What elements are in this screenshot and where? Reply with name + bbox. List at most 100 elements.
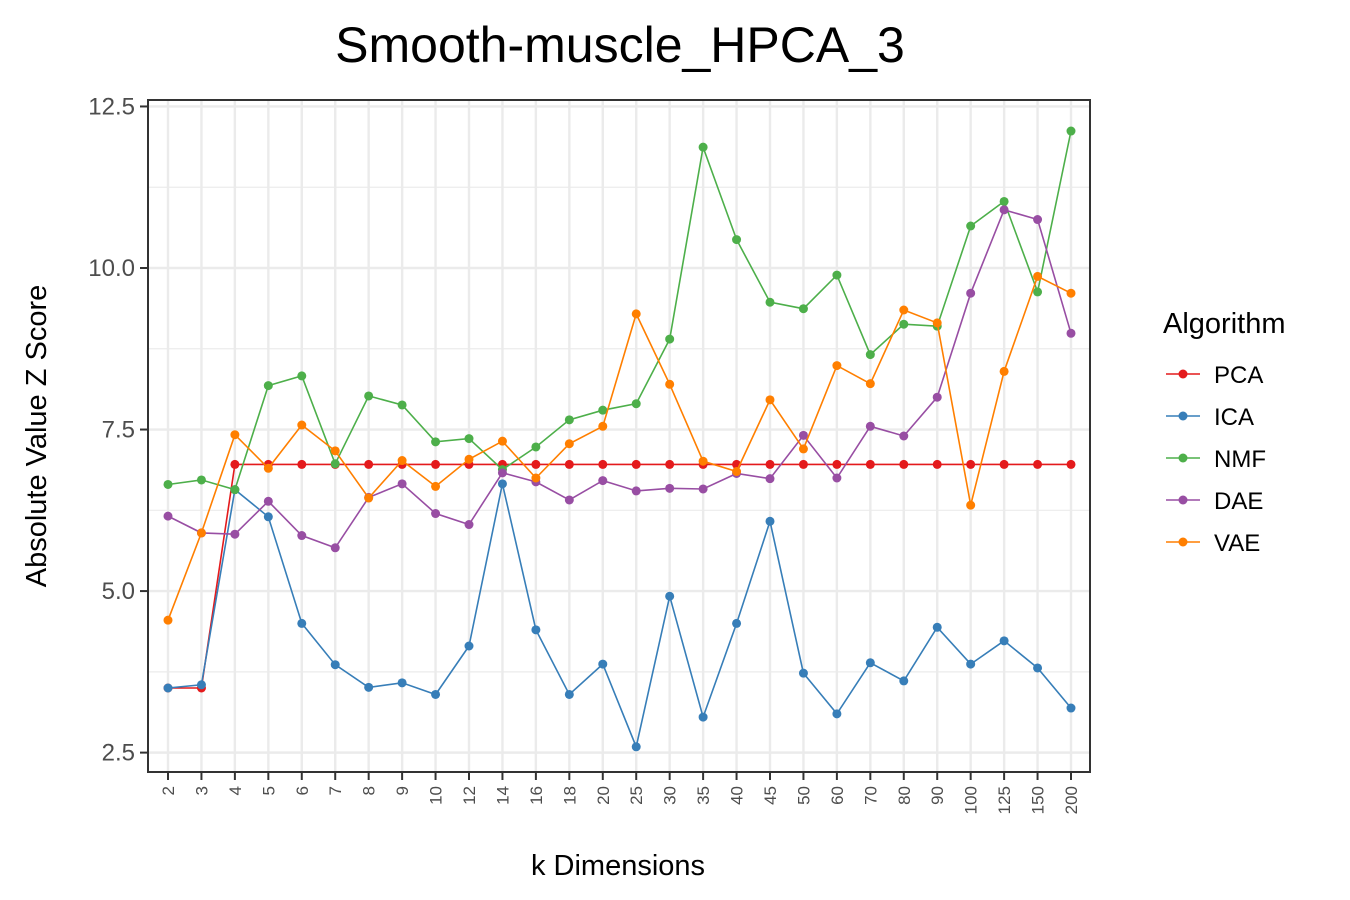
data-point-vae — [966, 500, 976, 510]
series-line-ica — [167, 483, 1072, 750]
x-tick-label: 125 — [995, 786, 1014, 814]
data-point-dae — [564, 495, 574, 505]
data-point-pca — [564, 459, 574, 469]
series-line-pca — [168, 463, 1071, 689]
data-point-vae — [531, 473, 541, 483]
legend-label: ICA — [1214, 404, 1254, 431]
data-point-dae — [263, 496, 273, 506]
legend-label: VAE — [1214, 530, 1260, 557]
x-tick-label: 16 — [527, 786, 546, 805]
data-point-pca — [665, 459, 675, 469]
data-point-vae — [932, 318, 942, 328]
x-tick-label: 2 — [159, 786, 178, 795]
data-point-ica — [698, 712, 708, 722]
data-point-nmf — [364, 391, 374, 401]
x-tick-label: 14 — [493, 786, 512, 805]
x-tick-label: 8 — [360, 786, 379, 795]
y-tick-label: 10.0 — [88, 255, 135, 282]
data-point-nmf — [397, 400, 407, 410]
data-point-vae — [464, 454, 474, 464]
data-point-ica — [798, 668, 808, 678]
legend-label: PCA — [1214, 362, 1263, 389]
series-line-nmf — [167, 130, 1072, 491]
data-point-pca — [1066, 459, 1076, 469]
data-point-ica — [531, 625, 541, 635]
data-point-ica — [999, 636, 1009, 646]
data-point-pca — [966, 459, 976, 469]
data-point-dae — [1066, 328, 1076, 338]
data-point-ica — [665, 591, 675, 601]
data-point-nmf — [698, 142, 708, 152]
data-point-dae — [765, 474, 775, 484]
x-tick-label: 50 — [794, 786, 813, 805]
x-tick-label: 150 — [1029, 786, 1048, 814]
data-point-ica — [765, 516, 775, 526]
data-point-nmf — [531, 442, 541, 452]
data-point-dae — [598, 476, 608, 486]
data-point-nmf — [631, 399, 641, 409]
series-nmf — [163, 126, 1076, 495]
data-point-dae — [464, 520, 474, 530]
y-tick-label: 5.0 — [102, 578, 135, 605]
data-point-vae — [330, 446, 340, 456]
data-point-vae — [999, 366, 1009, 376]
data-point-vae — [196, 528, 206, 538]
data-point-nmf — [732, 235, 742, 245]
data-point-vae — [598, 421, 608, 431]
data-point-nmf — [832, 270, 842, 280]
data-point-dae — [397, 479, 407, 489]
y-axis: 2.5 5.0 7.5 10.0 12.5 — [88, 93, 148, 767]
series-line-dae — [167, 208, 1072, 549]
y-tick-label: 7.5 — [102, 417, 135, 444]
data-point-ica — [865, 658, 875, 668]
data-point-pca — [631, 459, 641, 469]
data-point-pca — [832, 459, 842, 469]
data-point-dae — [698, 484, 708, 494]
data-point-pca — [531, 459, 541, 469]
data-point-ica — [564, 689, 574, 699]
data-point-dae — [631, 486, 641, 496]
data-point-nmf — [564, 415, 574, 425]
data-point-vae — [1066, 288, 1076, 298]
legend-key-point — [1178, 369, 1188, 379]
x-tick-label: 20 — [594, 786, 613, 805]
data-point-vae — [665, 379, 675, 389]
data-point-ica — [732, 618, 742, 628]
data-point-vae — [631, 309, 641, 319]
data-point-ica — [330, 660, 340, 670]
data-point-nmf — [598, 405, 608, 415]
x-tick-label: 80 — [895, 786, 914, 805]
data-point-vae — [230, 430, 240, 440]
data-point-nmf — [665, 334, 675, 344]
x-tick-label: 45 — [761, 786, 780, 805]
data-point-dae — [798, 430, 808, 440]
legend-label: NMF — [1214, 446, 1266, 473]
legend-item-vae: VAE — [1166, 530, 1260, 557]
data-point-ica — [397, 678, 407, 688]
data-point-nmf — [330, 459, 340, 469]
legend-title: Algorithm — [1163, 308, 1286, 340]
data-point-pca — [865, 459, 875, 469]
data-point-nmf — [999, 196, 1009, 206]
x-tick-label: 3 — [192, 786, 211, 795]
data-point-dae — [665, 483, 675, 493]
data-point-nmf — [798, 304, 808, 314]
x-tick-label: 12 — [460, 786, 479, 805]
data-point-ica — [431, 689, 441, 699]
data-point-dae — [1033, 215, 1043, 225]
legend-key-point — [1178, 453, 1188, 463]
legend-key-point — [1178, 495, 1188, 505]
x-tick-label: 90 — [928, 786, 947, 805]
data-point-pca — [230, 459, 240, 469]
data-point-vae — [263, 463, 273, 473]
data-point-nmf — [865, 350, 875, 360]
data-point-vae — [364, 493, 374, 503]
data-point-ica — [899, 676, 909, 686]
data-point-pca — [431, 459, 441, 469]
data-point-ica — [364, 682, 374, 692]
data-point-ica — [1033, 663, 1043, 673]
data-point-nmf — [196, 475, 206, 485]
x-tick-label: 70 — [861, 786, 880, 805]
legend-key-point — [1178, 411, 1188, 421]
data-point-nmf — [765, 297, 775, 307]
